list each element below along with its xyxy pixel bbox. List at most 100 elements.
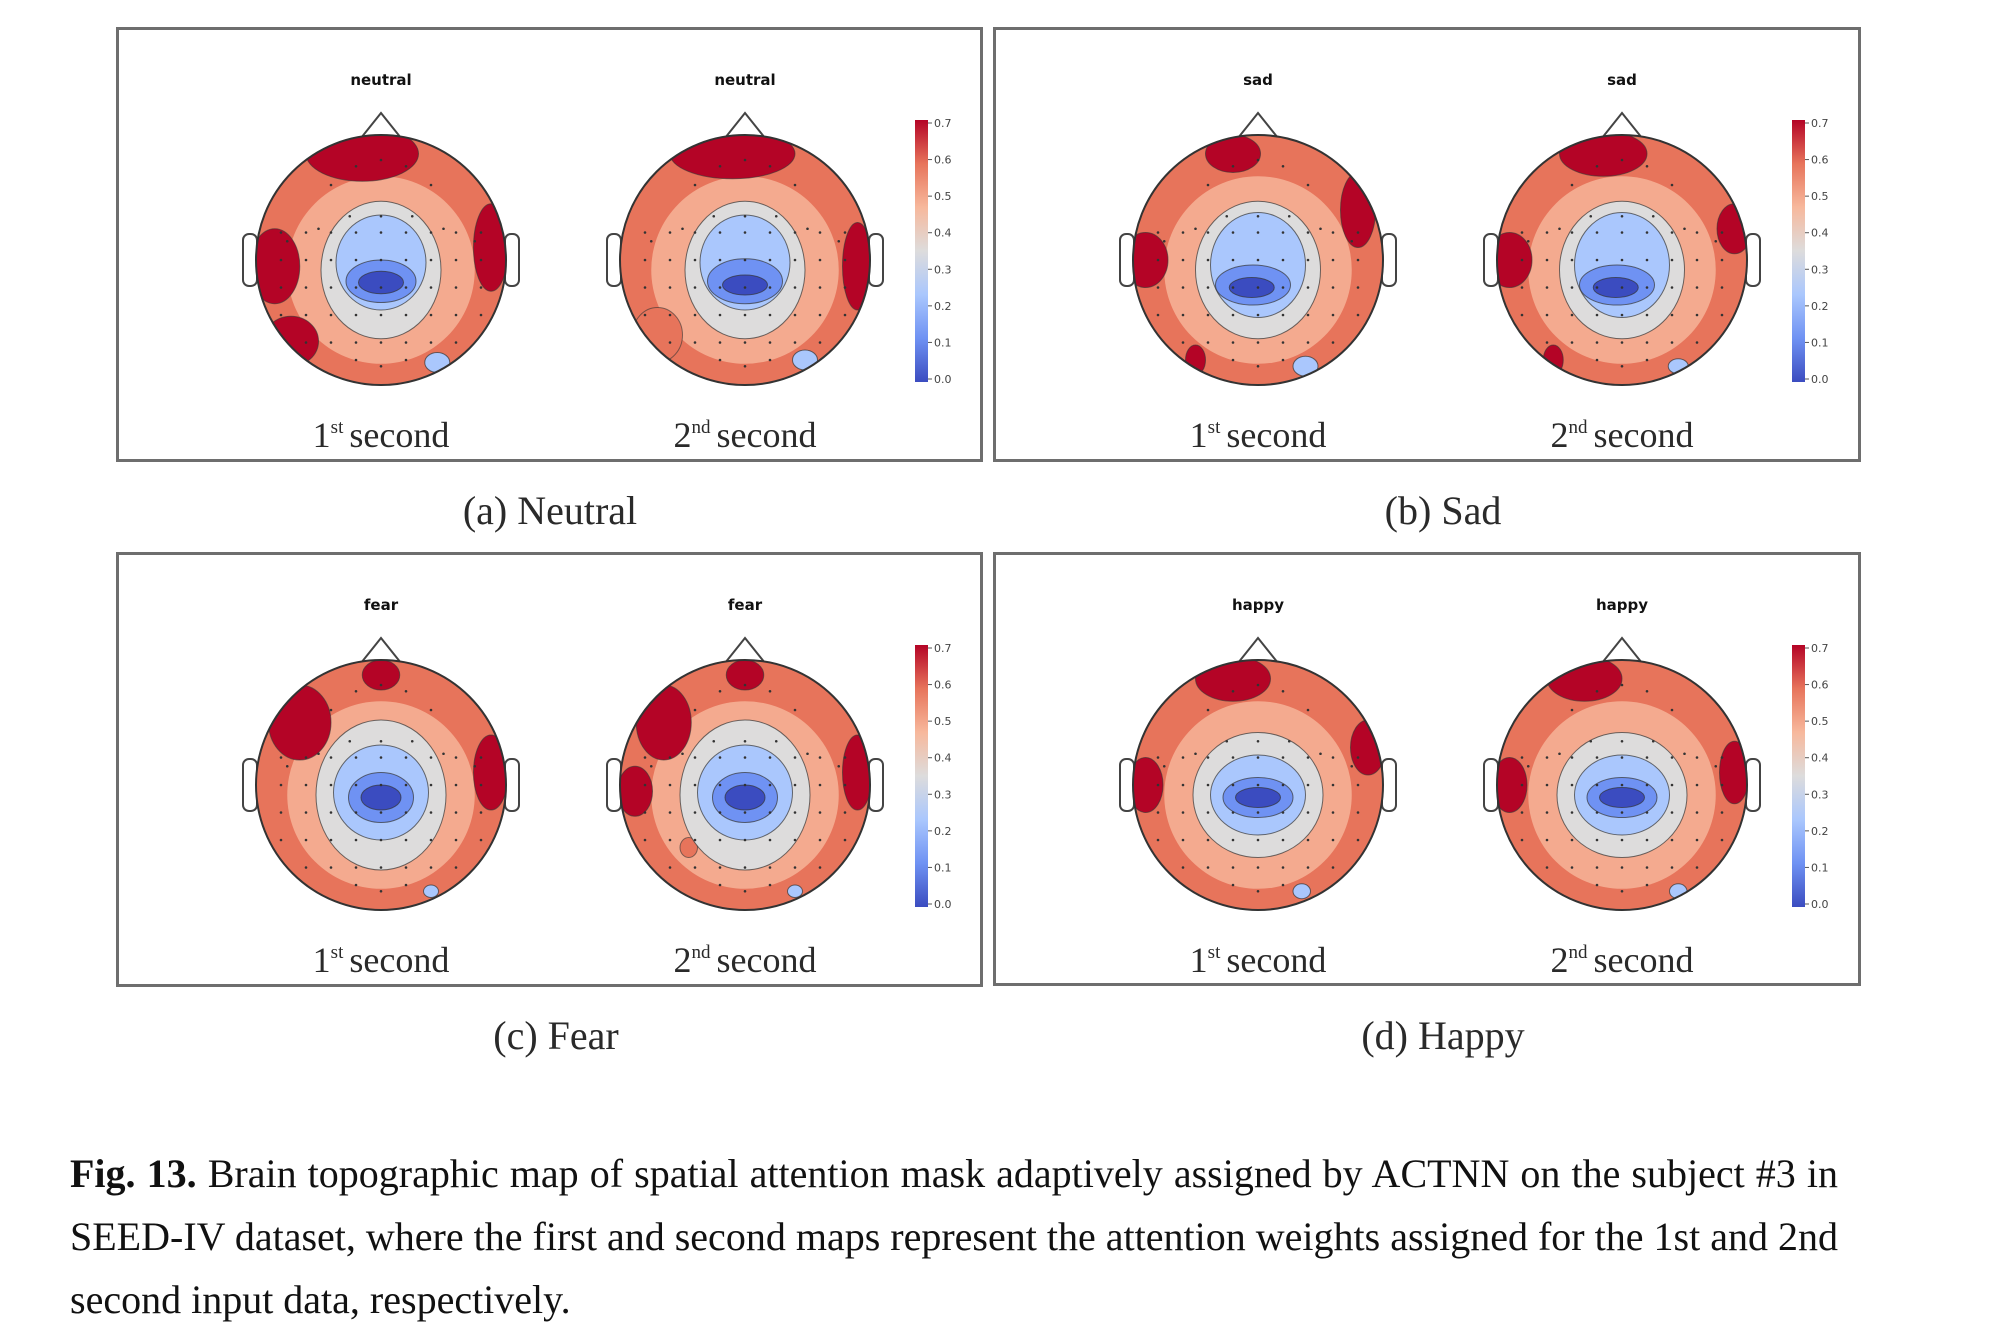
electrode-dot — [1545, 341, 1549, 344]
warm-region — [1133, 757, 1164, 813]
electrode-dot — [668, 838, 672, 842]
electrode-dot — [1589, 739, 1593, 743]
figure-caption-text: Brain topographic map of spatial attenti… — [70, 1151, 1838, 1322]
electrode-dot — [379, 811, 383, 814]
time-label-word: second — [349, 415, 449, 455]
electrode-dot — [1225, 739, 1229, 743]
electrode-dot — [1306, 313, 1310, 317]
electrode-dot — [1231, 313, 1235, 317]
right-ear-outline — [868, 233, 884, 287]
electrode-dot — [843, 811, 847, 814]
electrode-dot — [479, 838, 483, 842]
electrode-dot — [379, 683, 383, 687]
electrode-dot — [743, 286, 747, 289]
electrode-dot — [1720, 783, 1724, 787]
electrode-dot — [1595, 258, 1599, 262]
topomap-fill — [620, 660, 870, 910]
nose-outline — [724, 111, 766, 139]
colorbar-tick-label: 0.0 — [1811, 373, 1829, 386]
electrode-dot — [1595, 838, 1599, 842]
electrode-dot — [818, 838, 822, 842]
electrode-dot — [818, 341, 822, 344]
electrode-dot — [1595, 783, 1599, 787]
electrode-dot — [454, 866, 458, 869]
cool-region — [722, 274, 768, 296]
electrode-dot — [304, 756, 308, 759]
warm-region — [842, 222, 870, 311]
electrode-dot — [1331, 341, 1335, 344]
electrode-dot — [668, 783, 672, 787]
time-label: 1st second — [313, 940, 450, 980]
electrode-dot — [354, 231, 358, 234]
electrode-dot — [768, 866, 772, 869]
electrode-dot — [1281, 313, 1285, 317]
topomap-a-1: neutral 1st second — [242, 71, 520, 455]
electrode-dot — [329, 231, 333, 234]
electrode-dot — [1720, 231, 1724, 234]
electrode-dot — [1181, 838, 1185, 842]
colorbar-tick-label: 0.2 — [1811, 825, 1829, 838]
topomap-fill — [620, 135, 870, 385]
cool-region — [424, 352, 451, 373]
electrode-dot — [410, 214, 414, 218]
electrode-dot — [279, 756, 283, 759]
electrode-dot — [1620, 341, 1624, 344]
electrode-dot — [818, 313, 822, 317]
topomap-fill — [1133, 660, 1383, 910]
electrode-dot — [1695, 231, 1699, 234]
nose-outline — [1601, 111, 1643, 139]
electrode-dot — [1306, 183, 1310, 187]
electrode-dot — [379, 866, 383, 869]
electrode-dot — [1695, 783, 1699, 787]
left-ear-outline — [606, 758, 622, 812]
electrode-dot — [1520, 838, 1524, 842]
left-ear-outline — [1119, 758, 1135, 812]
time-label-word: second — [717, 940, 817, 980]
electrode-dot — [329, 258, 333, 262]
electrode-dot — [743, 683, 747, 687]
electrode-dot — [793, 286, 797, 289]
electrode-dot — [1570, 183, 1574, 187]
electrode-dot — [354, 866, 358, 869]
electrode-dot — [1181, 258, 1185, 262]
electrode-dot — [1181, 811, 1185, 814]
electrode-dot — [693, 783, 697, 787]
electrode-dot — [404, 783, 408, 787]
electrode-dot — [285, 764, 289, 768]
electrode-dot — [1256, 258, 1260, 262]
electrode-dot — [285, 239, 289, 243]
electrode-dot — [1281, 811, 1285, 814]
electrode-dot — [1670, 286, 1674, 289]
electrode-dot — [329, 811, 333, 814]
colorbar-tick-label: 0.2 — [934, 825, 952, 838]
topomap-a-2: neutral 2nd second — [606, 71, 884, 455]
time-label-superscript: st — [331, 942, 344, 963]
electrode-dot — [1231, 286, 1235, 289]
subcaption-sad: (b) Sad — [1384, 488, 1502, 533]
electrode-dot — [1256, 286, 1260, 289]
colorbar-gradient — [1792, 645, 1805, 907]
electrode-dot — [668, 286, 672, 289]
electrode-dot — [843, 838, 847, 842]
time-label-superscript: st — [331, 417, 344, 438]
electrode-dot — [774, 739, 778, 743]
electrode-dot — [279, 838, 283, 842]
electrode-dot — [1595, 164, 1599, 168]
cool-region — [724, 784, 766, 811]
electrode-dot — [1545, 838, 1549, 842]
electrode-dot — [1356, 838, 1360, 842]
electrode-dot — [643, 286, 647, 289]
electrode-dot — [693, 838, 697, 842]
electrode-dot — [681, 752, 684, 756]
electrode-dot — [1558, 227, 1561, 231]
left-ear-outline — [1119, 233, 1135, 287]
electrode-dot — [768, 313, 772, 317]
cool-region — [792, 349, 818, 371]
electrode-dot — [1670, 258, 1674, 262]
electrode-dot — [1181, 313, 1185, 317]
electrode-dot — [1306, 811, 1310, 814]
electrode-dot — [479, 286, 483, 289]
electrode-dot — [806, 227, 809, 231]
electrode-dot — [379, 286, 383, 289]
